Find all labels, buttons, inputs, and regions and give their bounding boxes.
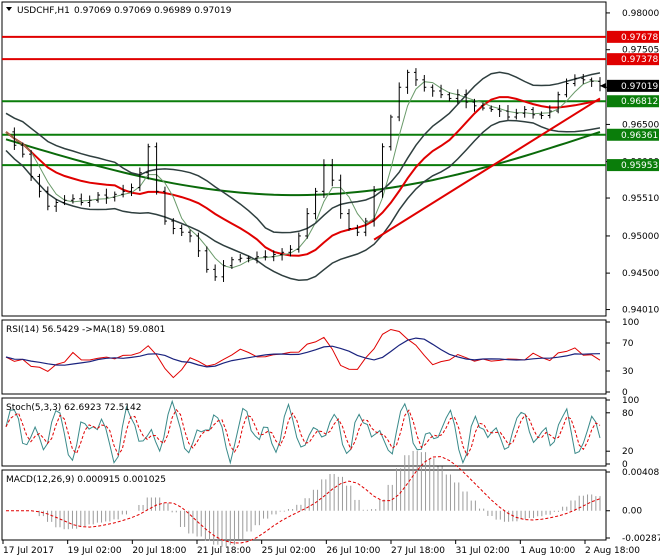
price-tag-box bbox=[607, 30, 659, 43]
y-tick-label: 0.98000 bbox=[622, 9, 659, 19]
stoch-title: Stoch(5,3,3) 62.6923 72.5142 bbox=[6, 403, 141, 413]
stoch-tick-label: 0 bbox=[622, 460, 628, 470]
macd-title: MACD(12,26,9) 0.000915 0.001025 bbox=[6, 475, 166, 485]
y-tick-label: 0.94010 bbox=[622, 306, 659, 316]
macd-tick-label: 0.00 bbox=[622, 507, 642, 517]
macd-tick-label: -0.00287 bbox=[622, 534, 660, 544]
x-tick-label: 25 Jul 02:00 bbox=[262, 546, 316, 556]
price-tag-box bbox=[607, 128, 659, 141]
x-tick-label: 21 Jul 18:00 bbox=[197, 546, 251, 556]
x-tick-label: 17 Jul 2017 bbox=[3, 546, 54, 556]
x-tick-label: 20 Jul 18:00 bbox=[132, 546, 186, 556]
chart-menu-triangle-icon[interactable] bbox=[6, 7, 12, 11]
rsi-panel bbox=[1, 319, 607, 395]
x-tick-label: 19 Jul 02:00 bbox=[68, 546, 122, 556]
x-tick-label: 27 Jul 18:00 bbox=[391, 546, 445, 556]
price-tag-box bbox=[607, 53, 659, 66]
stoch-tick-label: 100 bbox=[622, 396, 639, 406]
y-tick-label: 0.94500 bbox=[622, 269, 659, 279]
bollinger-upper-line bbox=[5, 71, 601, 234]
y-tick-label: 0.95000 bbox=[622, 232, 659, 242]
rsi-tick-label: 0 bbox=[622, 388, 628, 398]
price-tag-box bbox=[607, 79, 659, 92]
price-tag-box bbox=[607, 95, 659, 108]
price-tag-label: 0.96361 bbox=[621, 131, 658, 141]
stoch-tick-label: 20 bbox=[622, 447, 634, 457]
x-tick-label: 1 Aug 10:00 bbox=[520, 546, 575, 556]
x-tick-label: 2 Aug 18:00 bbox=[585, 546, 640, 556]
price-tag-box bbox=[607, 159, 659, 172]
rsi-ma-line bbox=[5, 337, 601, 368]
macd-panel bbox=[1, 469, 607, 541]
ohlc-header: 0.97069 0.97069 0.96989 0.97019 bbox=[74, 6, 232, 16]
macd-signal-line bbox=[6, 456, 601, 544]
price-tag-label: 0.97678 bbox=[621, 33, 658, 43]
ma-slow-line bbox=[5, 131, 601, 197]
rsi-title: RSI(14) 56.5429 ->MA(18) 59.0801 bbox=[6, 325, 165, 335]
rsi-tick-label: 100 bbox=[622, 318, 639, 328]
y-tick-label: 0.96500 bbox=[622, 120, 659, 130]
y-tick-label: 0.97505 bbox=[622, 46, 659, 56]
stoch-tick-label: 80 bbox=[622, 409, 634, 419]
stoch-panel bbox=[1, 397, 607, 467]
macd-tick-label: 0.004081 bbox=[622, 468, 660, 478]
price-tag-label: 0.96812 bbox=[621, 97, 658, 107]
chart-title: USDCHF,H1 bbox=[17, 6, 70, 16]
y-tick-label: 0.95510 bbox=[622, 194, 659, 204]
x-tick-label: 26 Jul 10:00 bbox=[326, 546, 380, 556]
bollinger-lower-line bbox=[5, 119, 601, 281]
price-tag-label: 0.97378 bbox=[621, 55, 658, 65]
rsi-line bbox=[5, 328, 601, 379]
stoch-signal-line bbox=[5, 408, 601, 457]
stoch-main-line bbox=[5, 399, 601, 465]
x-tick-label: 31 Jul 02:00 bbox=[456, 546, 510, 556]
trend-line bbox=[373, 97, 601, 241]
rsi-tick-label: 30 bbox=[622, 367, 634, 377]
ma-fast-line bbox=[5, 80, 601, 269]
rsi-tick-label: 70 bbox=[622, 339, 634, 349]
price-tag-label: 0.97019 bbox=[621, 82, 658, 92]
price-tag-label: 0.95953 bbox=[621, 161, 658, 171]
ma-medium-line bbox=[5, 96, 601, 257]
current-price-marker bbox=[600, 82, 606, 89]
